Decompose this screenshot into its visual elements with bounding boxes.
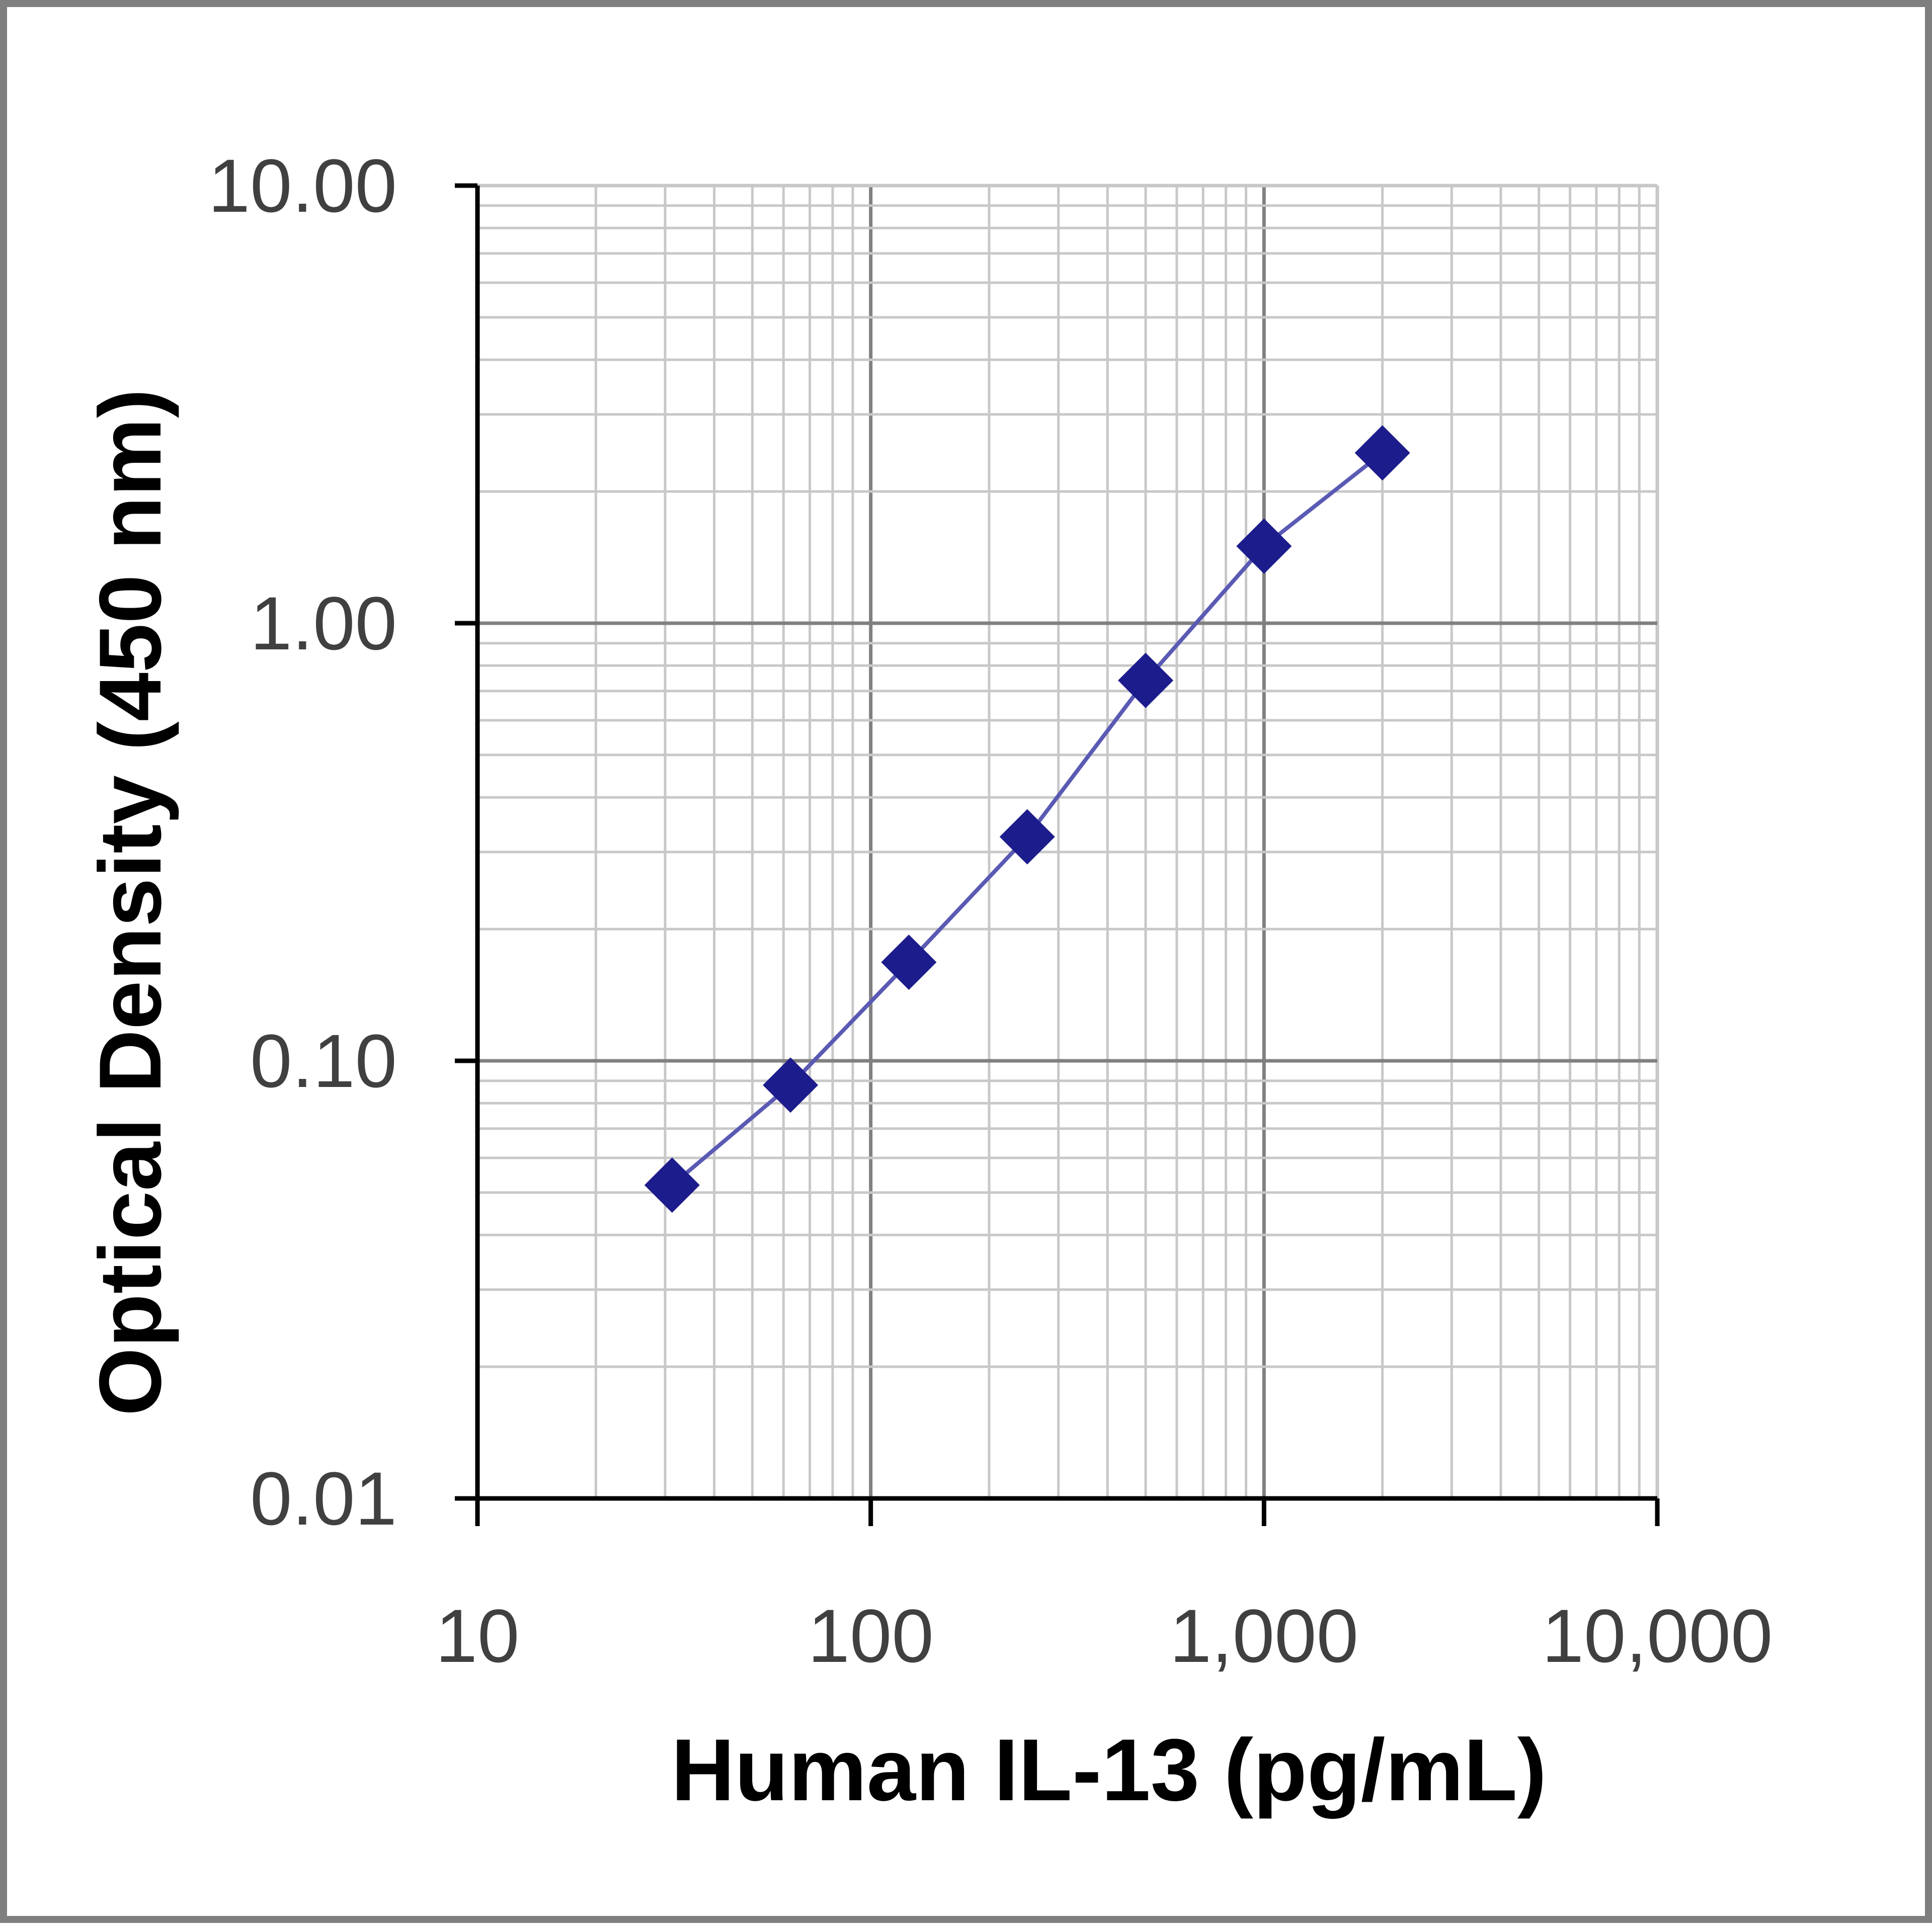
series-layer [644,425,1410,1213]
y-tick-label: 10.00 [208,143,397,228]
x-tick-label: 10,000 [1542,1593,1773,1678]
x-tick-label: 1,000 [1170,1593,1358,1678]
x-axis-title: Human IL-13 (pg/mL) [671,1721,1547,1819]
y-axis-title: Optical Density (450 nm) [82,389,180,1416]
axes [455,183,1660,1526]
y-tick-label: 0.10 [250,1019,397,1103]
x-tick-label: 10 [436,1593,520,1678]
data-point [1118,652,1174,708]
gridlines [475,184,1659,1500]
data-point [999,809,1055,865]
data-point [881,934,937,990]
chart: 0.01 0.10 1.00 10.00 10 100 1,000 10,000 Human … [82,143,1773,1819]
tick-labels: 0.01 0.10 1.00 10.00 10 100 1,000 10,000 [208,143,1773,1678]
data-point [1236,518,1292,574]
data-point [763,1057,819,1113]
data-point [1354,425,1410,481]
x-tick-label: 100 [808,1593,934,1678]
y-tick-label: 0.01 [250,1456,397,1541]
data-point [644,1157,700,1213]
y-tick-label: 1.00 [250,581,397,665]
